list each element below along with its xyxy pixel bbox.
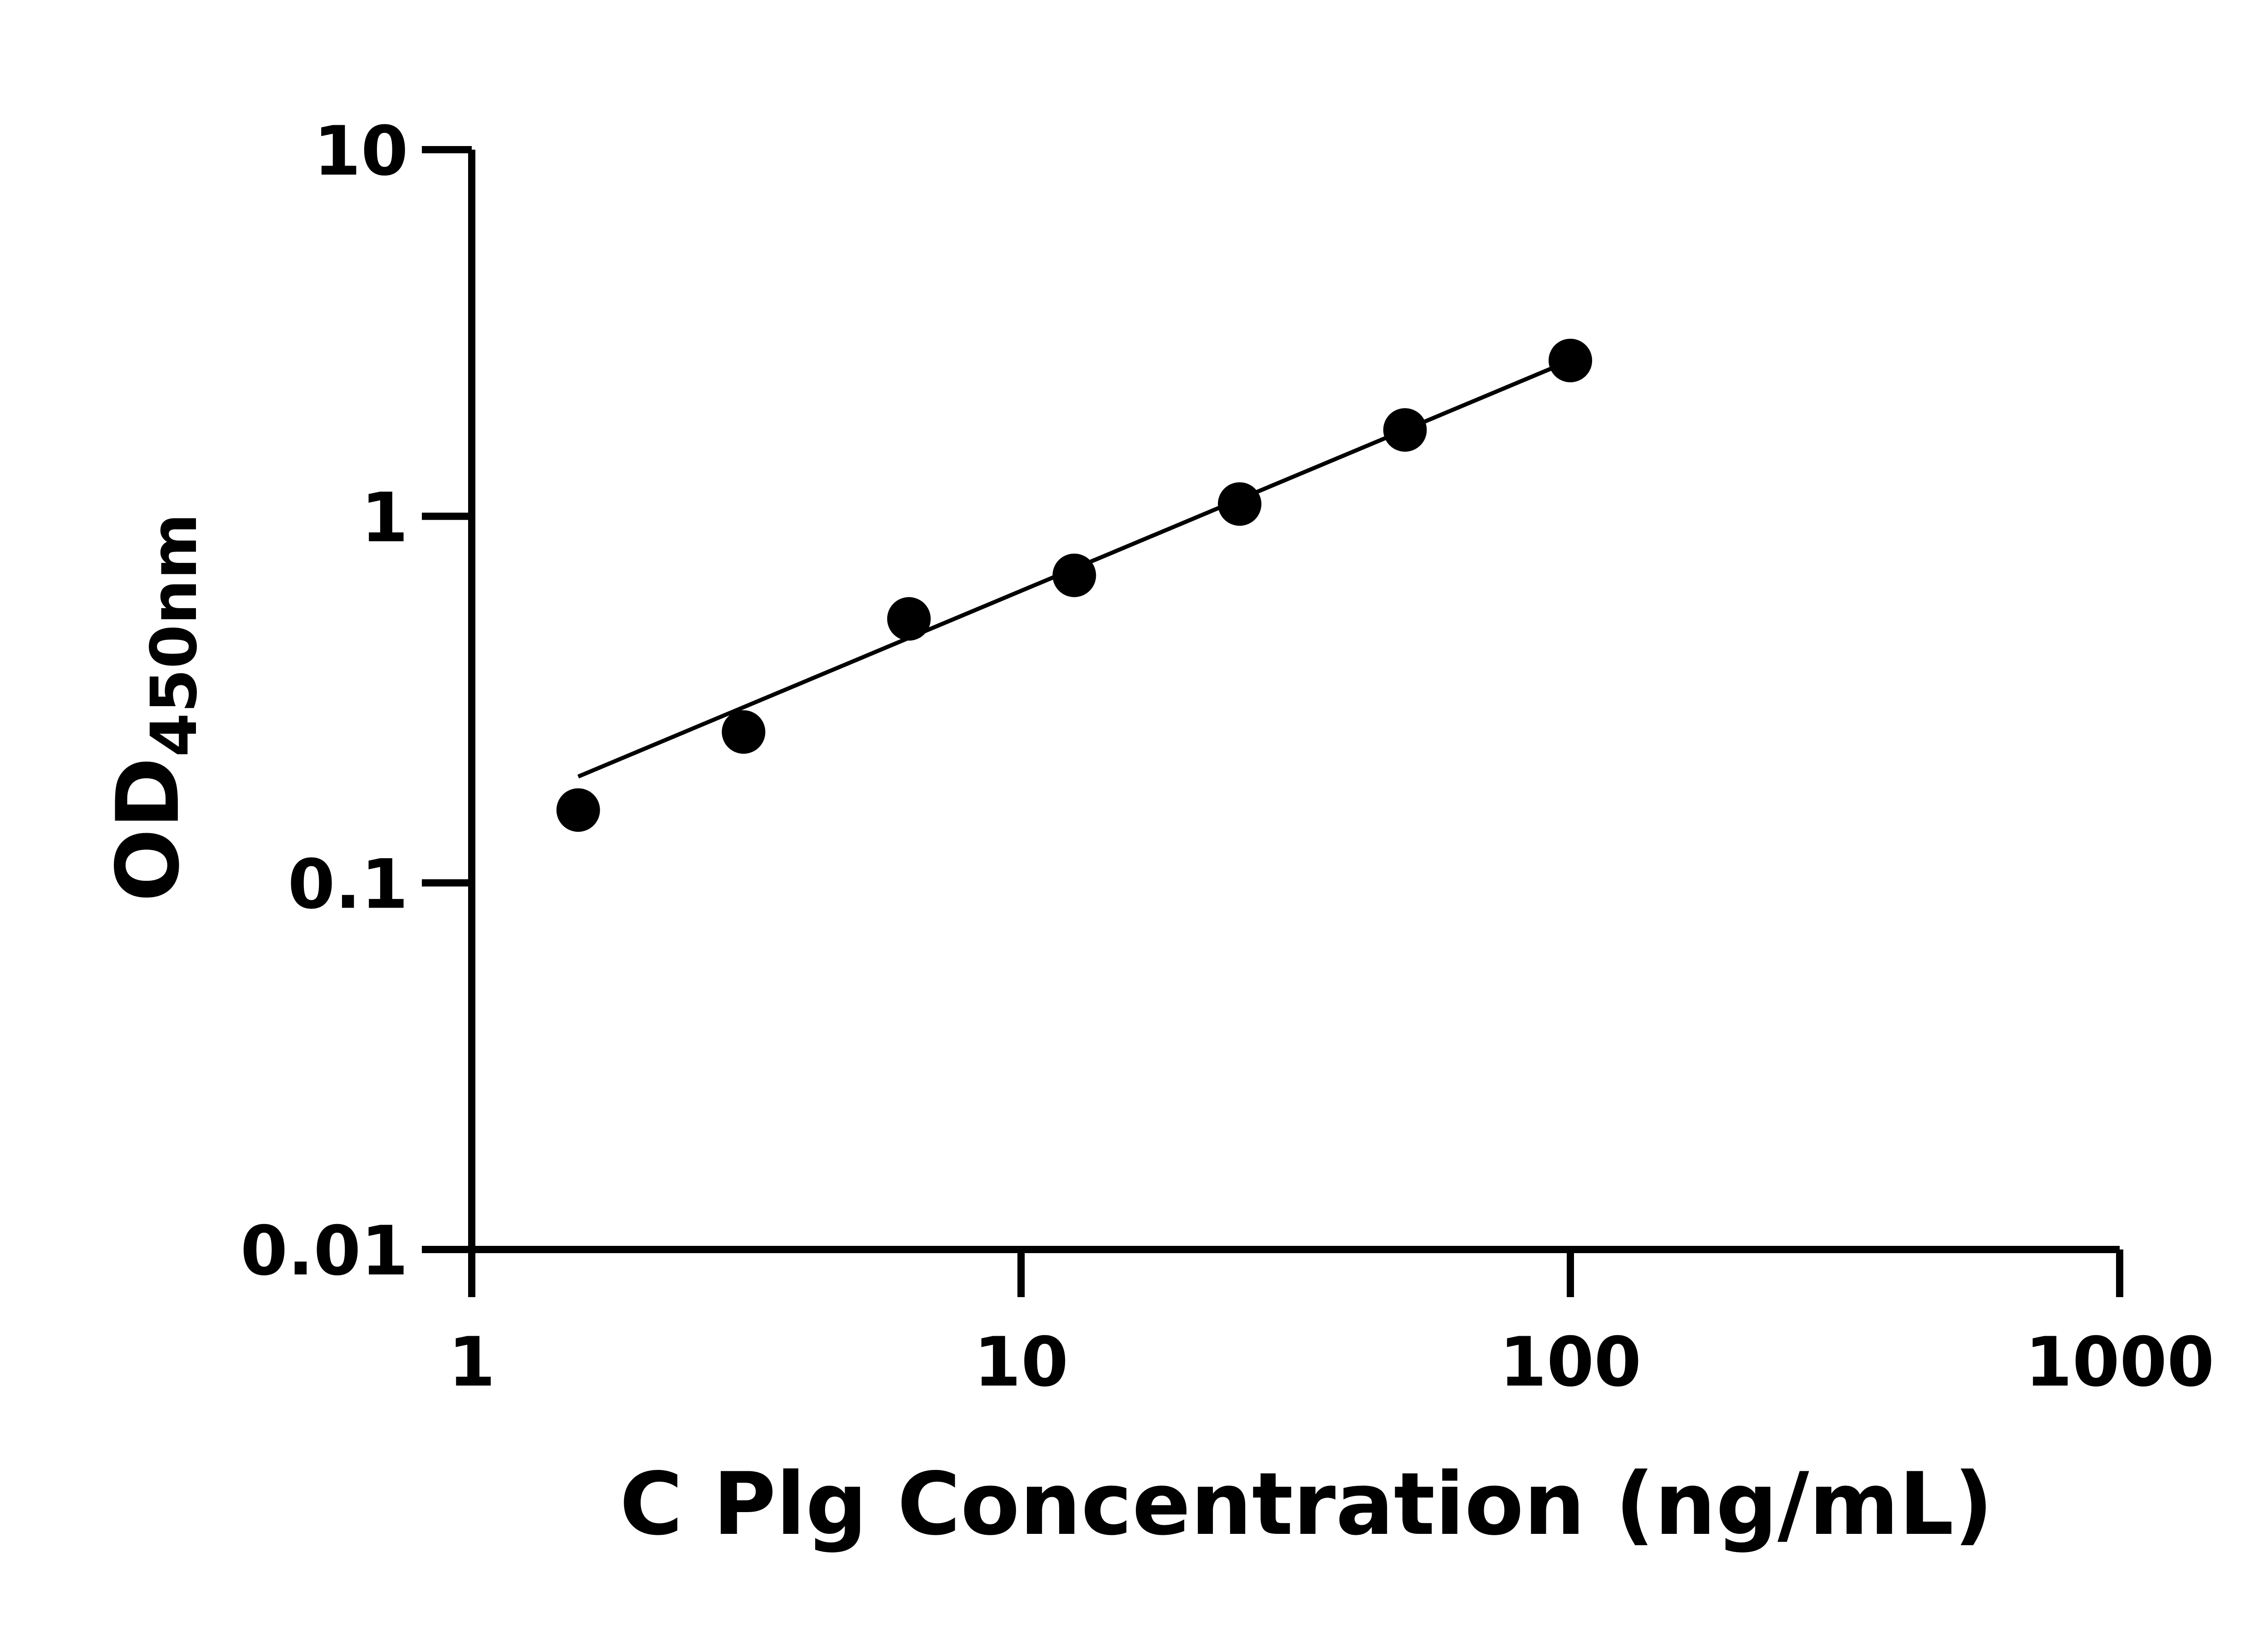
y-axis-title-subscript: 450nm (137, 513, 211, 757)
y-tick-label-2: 1 (361, 478, 408, 557)
axes (422, 150, 2120, 1297)
data-point-6 (1549, 338, 1592, 382)
y-axis-title-main: OD (98, 757, 198, 902)
data-point-4 (1217, 482, 1261, 526)
x-tick-label-1: 10 (974, 1323, 1069, 1402)
y-tick-label-3: 10 (313, 112, 408, 191)
data-point-0 (556, 788, 600, 832)
y-tick-label-1: 0.1 (288, 845, 408, 924)
x-axis-title: C Plg Concentration (ng/mL) (620, 1454, 1993, 1554)
data-points (556, 338, 1592, 832)
svg-text:OD450nm: OD450nm (98, 513, 211, 902)
y-axis-title: OD450nm (98, 513, 211, 902)
data-point-5 (1383, 408, 1427, 452)
x-tick-label-2: 100 (1499, 1323, 1641, 1402)
ticks: 0.01 0.1 1 10 1 10 100 1000 (240, 112, 2214, 1402)
data-point-3 (1052, 553, 1096, 597)
data-point-2 (887, 597, 931, 641)
x-tick-label-0: 1 (448, 1323, 495, 1402)
y-tick-label-0: 0.01 (240, 1212, 408, 1291)
x-tick-label-3: 1000 (2025, 1323, 2214, 1402)
data-point-1 (722, 710, 766, 754)
